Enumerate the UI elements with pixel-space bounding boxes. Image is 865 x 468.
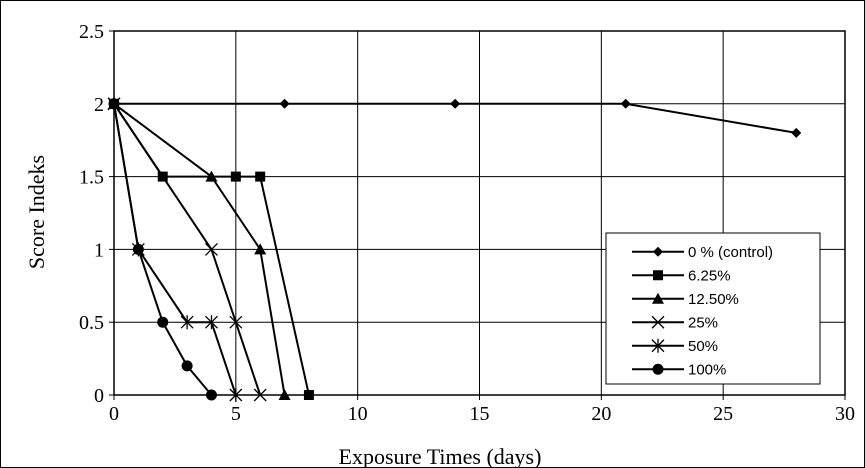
series-0 [109,98,802,138]
series-5 [108,98,217,401]
data-point [205,170,218,182]
y-tick-label: 1 [94,239,104,261]
data-point [229,388,243,402]
data-point [278,389,291,400]
data-point [303,390,314,400]
x-tick-label: 20 [591,403,611,425]
series-line [113,103,262,396]
legend-entry-label: 100% [688,361,726,378]
y-tick-label: 1.5 [79,167,104,189]
x-tick-label: 10 [348,403,368,425]
legend-marker [651,315,665,329]
y-tick-label: 0.5 [79,312,104,334]
y-tick-label: 2 [94,94,104,116]
legend-entry-label: 25% [688,314,718,331]
data-point [205,242,218,256]
legend-box [605,232,821,385]
data-point [279,98,290,109]
data-point [255,171,266,182]
data-point [253,388,267,402]
legend-entry-label: 12.50% [688,291,739,308]
data-point [132,243,144,255]
y-tick-label: 2.5 [79,21,104,43]
x-tick-label: 5 [231,403,241,425]
data-point [157,316,169,328]
legend-marker [651,338,665,353]
y-tick-label: 0 [94,385,104,407]
legend: 0 % (control) 6.25% 12.50% 25% 50% 100% [605,232,821,385]
data-point [205,315,218,330]
data-point [450,98,461,109]
data-point [108,98,120,110]
legend-marker [653,246,663,257]
legend-entry-label: 0 % (control) [688,244,773,261]
data-point [791,127,802,138]
x-axis-title: Exposure Times (days) [339,444,542,468]
data-point [180,315,194,330]
legend-entry-label: 50% [688,338,718,355]
legend-marker [653,270,663,281]
data-point [620,98,631,109]
data-point [205,389,217,401]
y-axis-title: Score Indeks [24,155,49,269]
x-tick-label: 0 [109,403,119,425]
x-tick-label: 30 [835,403,855,425]
series-layer [107,96,802,402]
series-line [113,102,286,396]
data-point [254,243,267,255]
legend-entry-label: 6.25% [688,267,731,284]
x-tick-label: 15 [470,403,490,425]
axes: 0 5 10 15 20 25 30 0 0.5 1 1.5 2 2.5 [79,21,855,425]
x-tick-label: 25 [713,403,733,425]
legend-marker [652,292,664,304]
data-point [230,171,241,182]
legend-marker [652,363,664,375]
data-point [181,360,193,372]
data-point [229,315,243,329]
